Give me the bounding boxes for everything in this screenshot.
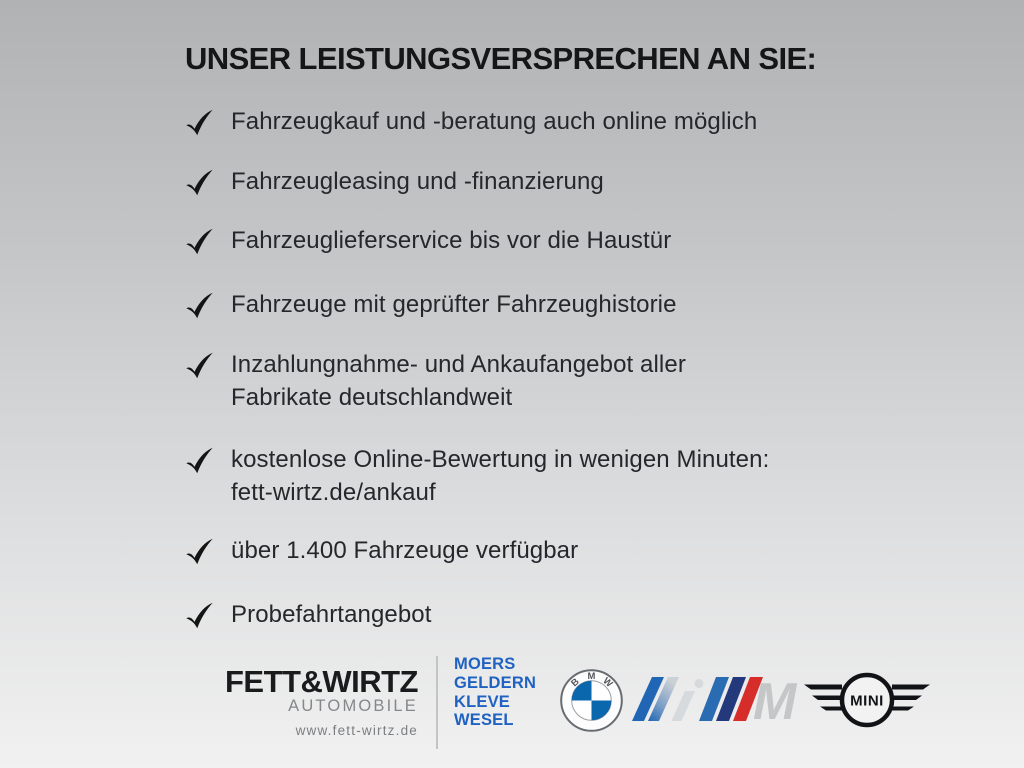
dealer-logo: FETT&WIRTZ AUTOMOBILE www.fett-wirtz.de — [190, 664, 419, 738]
dealer-website: www.fett-wirtz.de — [295, 723, 418, 738]
checklist-item: Fahrzeugkauf und -beratung auch online m… — [184, 106, 757, 139]
svg-text:MINI: MINI — [850, 693, 884, 710]
check-icon — [186, 292, 213, 319]
checklist-item-text: Fahrzeugkauf und -beratung auch online m… — [231, 108, 758, 135]
location-item: GELDERN — [454, 673, 537, 692]
checklist-item: kostenlose Online-Bewertung in wenigen M… — [184, 444, 769, 509]
checklist-item: Fahrzeugleasing und -finanzierung — [184, 166, 604, 199]
checklist-item-text: Inzahlungnahme- und Ankaufangebot aller … — [231, 351, 686, 411]
svg-text:M: M — [753, 676, 798, 724]
check-icon — [186, 169, 213, 196]
checklist-item-text: Fahrzeuge mit geprüfter Fahrzeughistorie — [231, 291, 677, 318]
page-title: UNSER LEISTUNGSVERSPRECHEN AN SIE: — [185, 41, 817, 76]
location-item: WESEL — [454, 711, 514, 730]
checklist-item: Inzahlungnahme- und Ankaufangebot aller … — [184, 349, 686, 414]
check-icon — [186, 602, 213, 629]
checklist-item: Fahrzeuglieferservice bis vor die Haustü… — [184, 225, 671, 258]
checklist-item: Probefahrtangebot — [184, 599, 432, 632]
svg-text:M: M — [588, 671, 596, 682]
location-item: MOERS — [454, 655, 516, 673]
mini-logo-icon: MINI — [804, 672, 930, 728]
checklist-item-text: über 1.400 Fahrzeuge verfügbar — [231, 537, 579, 564]
bmw-i-logo-icon — [632, 677, 704, 721]
location-item: KLEVE — [454, 692, 511, 711]
checklist-item: über 1.400 Fahrzeuge verfügbar — [184, 535, 578, 568]
dealer-subtitle: AUTOMOBILE — [288, 697, 418, 715]
bmw-roundel-icon: B M W — [560, 669, 623, 732]
footer-divider — [436, 656, 438, 749]
check-icon — [186, 109, 213, 136]
check-icon — [186, 228, 213, 255]
checklist-item-text: Fahrzeuglieferservice bis vor die Haustü… — [231, 227, 672, 254]
dealer-name: FETT&WIRTZ — [224, 664, 419, 699]
footer: FETT&WIRTZ AUTOMOBILE www.fett-wirtz.de … — [0, 650, 1024, 768]
checklist-item: Fahrzeuge mit geprüfter Fahrzeughistorie — [184, 289, 677, 322]
locations-list: MOERS GELDERN KLEVE WESEL — [454, 655, 536, 730]
check-icon — [186, 447, 213, 474]
checklist-item-text: kostenlose Online-Bewertung in wenigen M… — [231, 446, 770, 506]
bmw-m-logo-icon: M — [699, 676, 798, 724]
check-icon — [186, 538, 213, 565]
checklist-item-text: Fahrzeugleasing und -finanzierung — [231, 168, 604, 195]
check-icon — [186, 352, 213, 379]
checklist-item-text: Probefahrtangebot — [231, 601, 432, 628]
